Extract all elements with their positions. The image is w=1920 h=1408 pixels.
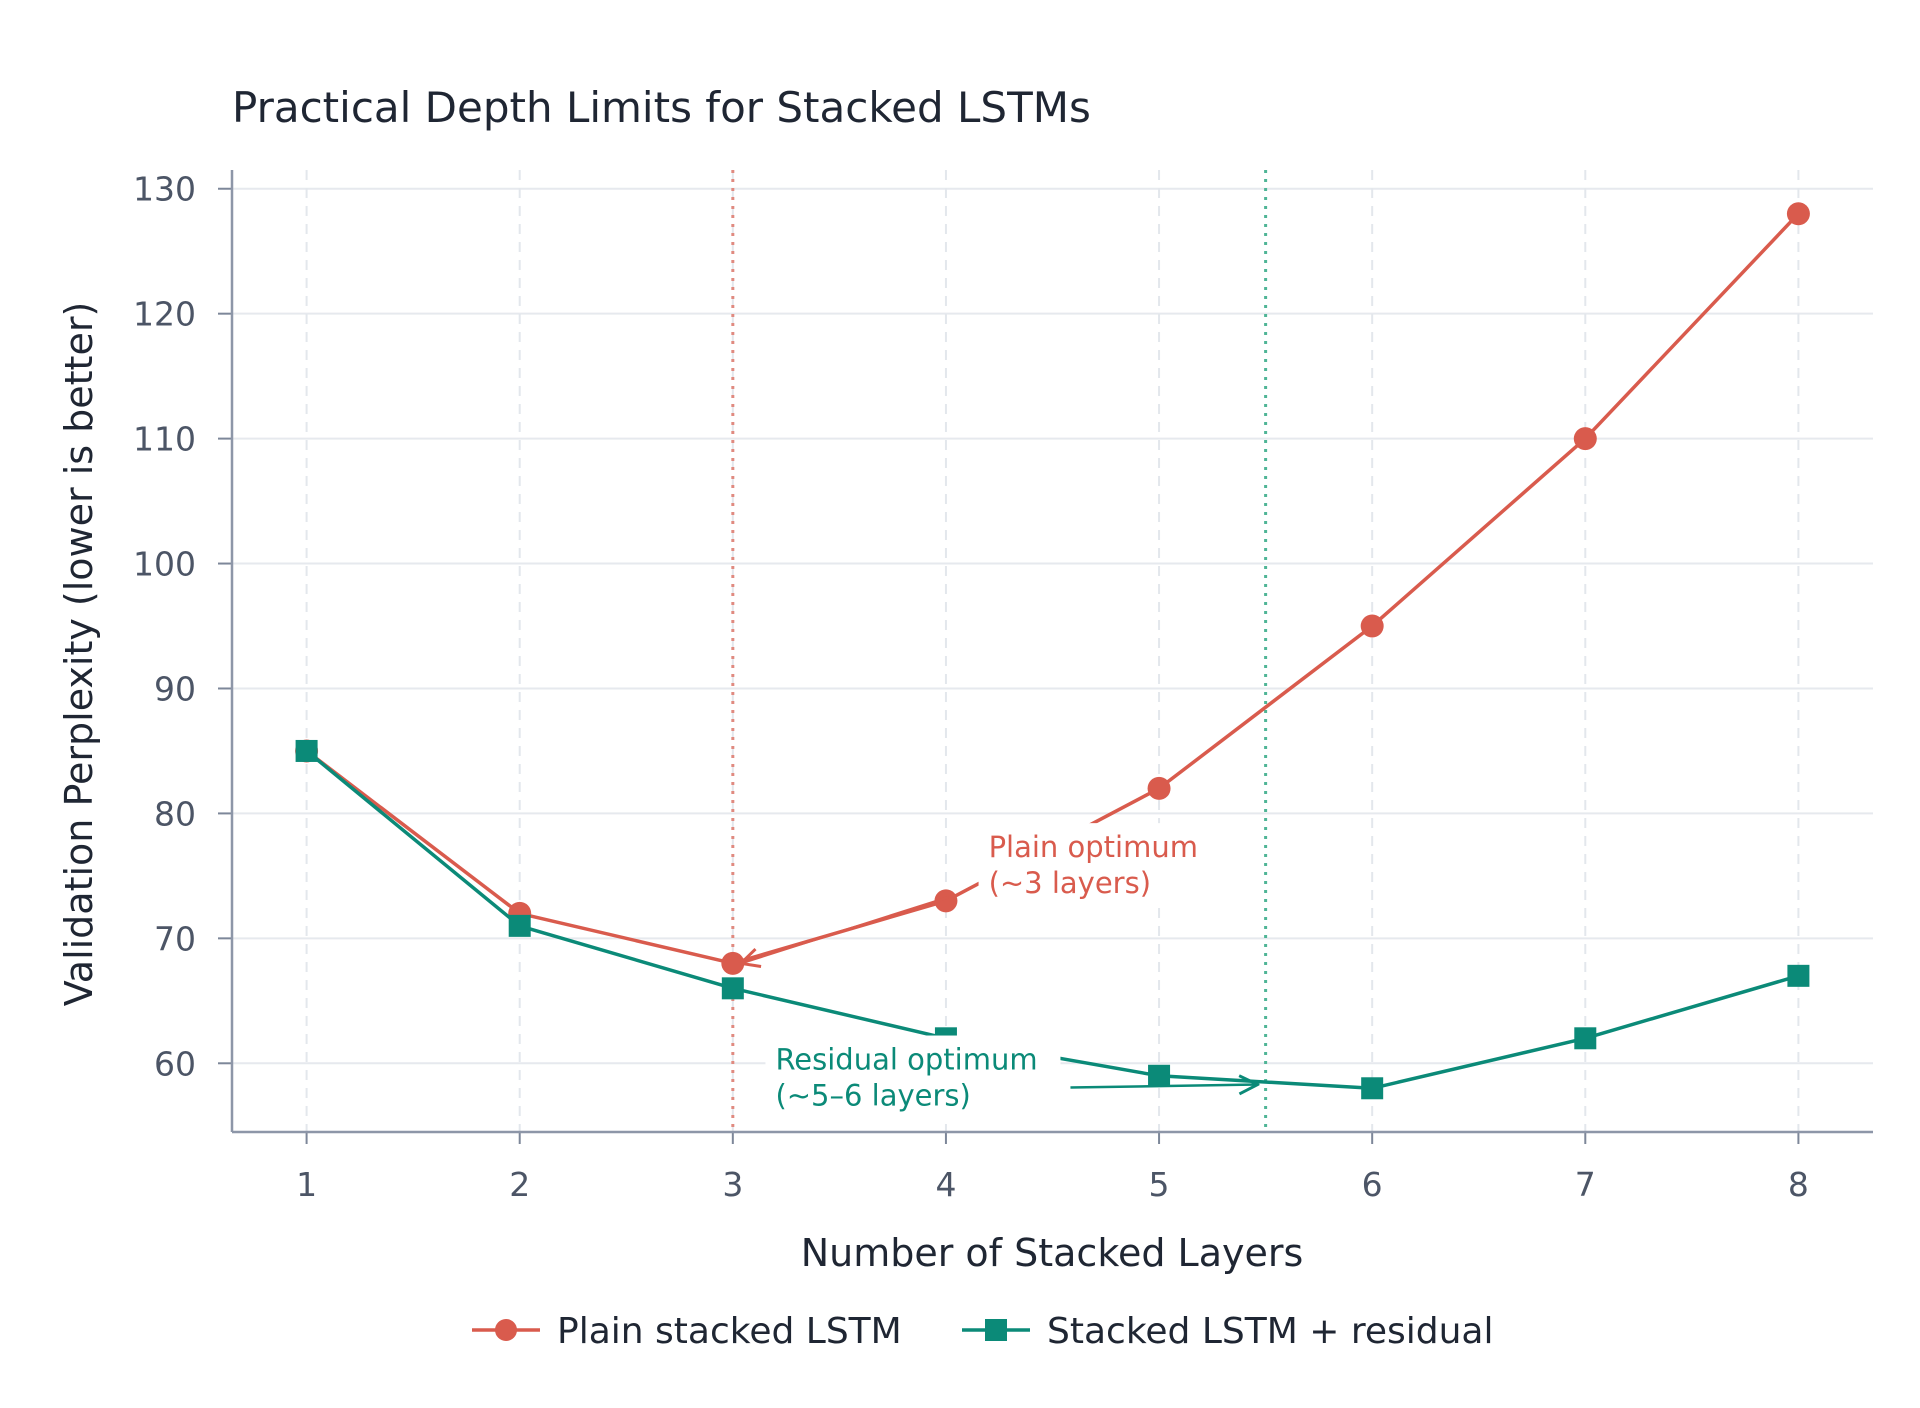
legend-item-residual: Stacked LSTM + residual — [962, 1311, 1493, 1352]
x-tick-label: 7 — [1575, 1165, 1596, 1204]
legend: Plain stacked LSTM Stacked LSTM + residu… — [472, 1311, 1493, 1352]
series-1-point — [721, 977, 744, 1000]
axes: 60 70 80 90 100 110 120 130 1 2 3 4 5 6 7 8 — [133, 170, 1873, 1204]
series-1-point — [1148, 1064, 1171, 1087]
y-tick-label: 120 — [133, 295, 196, 334]
series-0-point — [934, 889, 958, 913]
series-0-point — [1360, 614, 1384, 638]
series-1-point — [508, 914, 531, 937]
series-1-point — [1361, 1077, 1384, 1100]
annotation-text-line1: Residual optimum — [775, 1043, 1037, 1077]
x-tick-label: 1 — [296, 1165, 317, 1204]
annotation-arrow — [741, 895, 949, 963]
series — [295, 202, 1810, 1100]
annotations: Plain optimum(~3 layers) Residual optimum… — [741, 823, 1258, 1120]
annotation-text-line2: (~3 layers) — [989, 866, 1151, 900]
series-1-point — [295, 739, 318, 762]
legend-label-residual: Stacked LSTM + residual — [1047, 1311, 1493, 1352]
annotation-1: Residual optimum(~5–6 layers) — [765, 1035, 1257, 1120]
series-0-point — [1786, 202, 1810, 226]
x-tick-label: 2 — [509, 1165, 530, 1204]
legend-item-plain: Plain stacked LSTM — [472, 1311, 902, 1352]
series-1-point — [1787, 964, 1810, 987]
series-0-point — [1573, 427, 1597, 451]
annotation-text-line2: (~5–6 layers) — [775, 1079, 970, 1113]
y-tick-label: 90 — [154, 669, 196, 708]
annotation-0: Plain optimum(~3 layers) — [741, 823, 1239, 963]
y-tick-label: 110 — [133, 420, 196, 459]
x-tick-label: 4 — [935, 1165, 956, 1204]
x-tick-label: 6 — [1362, 1165, 1383, 1204]
y-tick-label: 60 — [154, 1044, 196, 1083]
y-tick-label: 70 — [154, 919, 196, 958]
x-axis-label: Number of Stacked Layers — [801, 1231, 1304, 1275]
chart-title: Practical Depth Limits for Stacked LSTMs — [232, 83, 1091, 132]
series-1-point — [1574, 1027, 1597, 1050]
annotation-arrow — [1070, 1085, 1257, 1088]
series-0-point — [1147, 776, 1171, 800]
legend-label-plain: Plain stacked LSTM — [557, 1311, 902, 1352]
annotation-text-line1: Plain optimum — [989, 830, 1198, 864]
x-tick-label: 8 — [1788, 1165, 1809, 1204]
y-axis-label: Validation Perplexity (lower is better) — [57, 302, 101, 1007]
annotation-background — [978, 823, 1239, 908]
y-tick-label: 100 — [133, 545, 196, 584]
grid — [232, 170, 1873, 1132]
x-tick-label: 5 — [1149, 1165, 1170, 1204]
y-tick-label: 80 — [154, 794, 196, 833]
annotation-background — [765, 1035, 1061, 1120]
x-tick-label: 3 — [722, 1165, 743, 1204]
y-tick-label: 130 — [133, 170, 196, 209]
